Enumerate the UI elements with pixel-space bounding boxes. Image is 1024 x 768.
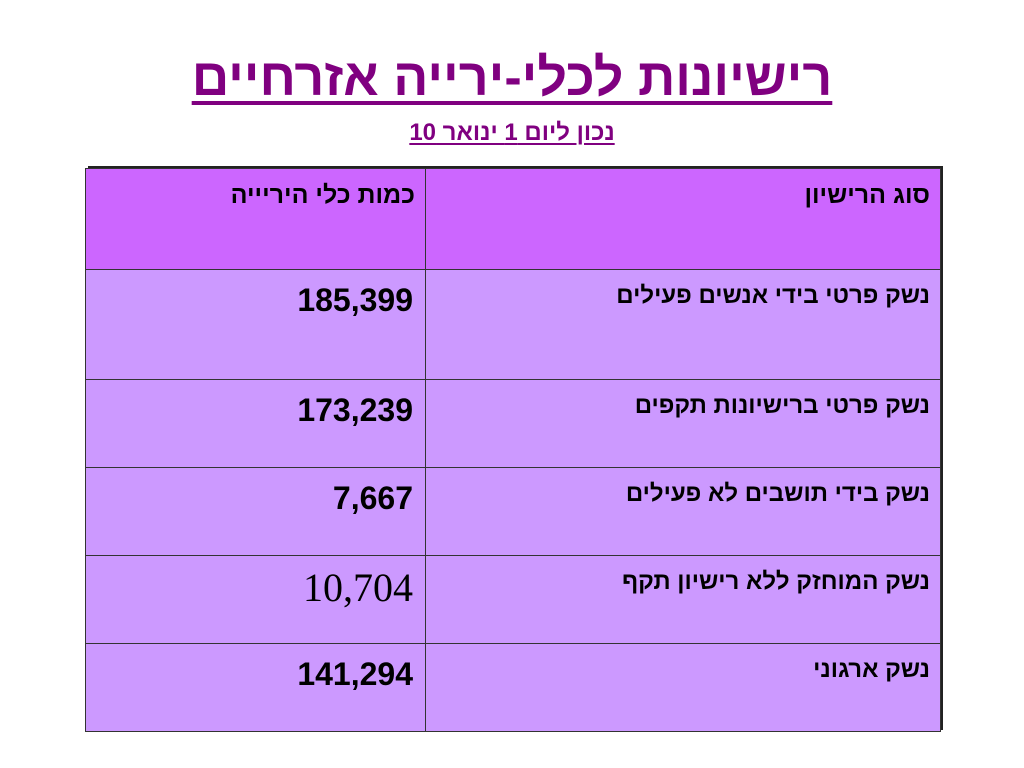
row-license-type: נשק בידי תושבים לא פעילים [425,467,941,556]
row-license-type: נשק המוחזק ללא רישיון תקף [425,555,941,644]
row-quantity: 185,399 [85,269,426,380]
row-quantity: 173,239 [85,379,426,468]
row-license-type: נשק פרטי ברישיונות תקפים [425,379,941,468]
slide-title: רישיונות לכלי-ירייה אזרחיים [191,49,833,107]
slide-subtitle: נכון ליום 1 ינואר 10 [409,119,615,146]
license-table-container: סוג הרישיון כמות כלי היריייה נשק פרטי בי… [85,166,943,732]
row-license-type: נשק ארגוני [425,643,941,732]
row-quantity: 7,667 [85,467,426,556]
license-table: סוג הרישיון כמות כלי היריייה נשק פרטי בי… [85,168,941,732]
table-row: נשק פרטי בידי אנשים פעילים 185,399 [85,269,941,380]
table-row: נשק המוחזק ללא רישיון תקף 10,704 [85,555,941,644]
table-row: נשק בידי תושבים לא פעילים 7,667 [85,467,941,556]
header-license-type: סוג הרישיון [425,168,941,270]
row-quantity: 10,704 [85,555,426,644]
table-header-row: סוג הרישיון כמות כלי היריייה [85,168,941,270]
row-license-type: נשק פרטי בידי אנשים פעילים [425,269,941,380]
header-quantity: כמות כלי היריייה [85,168,426,270]
table-row: נשק ארגוני 141,294 [85,643,941,732]
table-row: נשק פרטי ברישיונות תקפים 173,239 [85,379,941,468]
row-quantity: 141,294 [85,643,426,732]
